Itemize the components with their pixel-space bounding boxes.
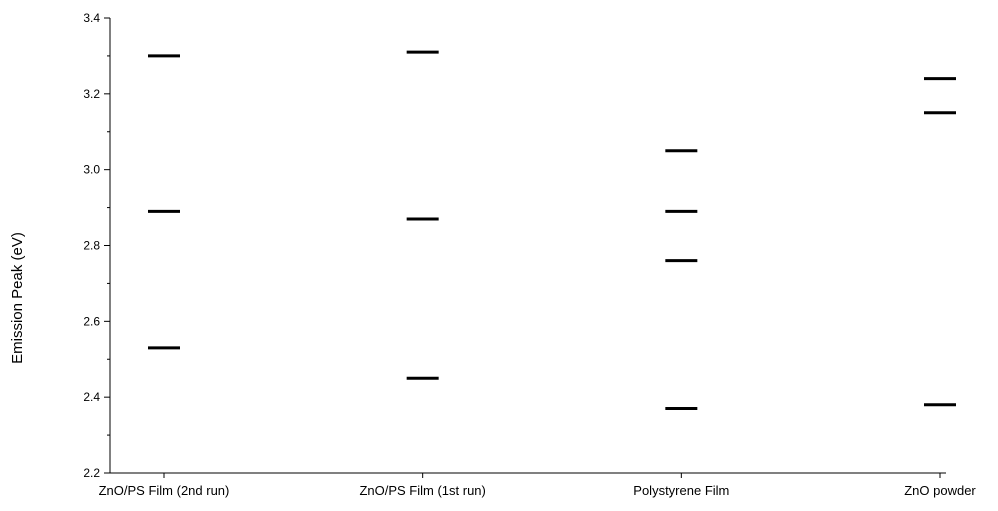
y-tick-label: 3.0 [83, 163, 100, 177]
y-tick-label: 2.2 [83, 466, 100, 480]
data-marks [148, 50, 956, 411]
y-axis-label: Emission Peak (eV) [9, 232, 26, 364]
y-tick-label: 3.4 [83, 11, 100, 25]
y-tick-label: 2.6 [83, 314, 100, 328]
y-tick-label: 3.2 [83, 87, 100, 101]
category-labels: ZnO/PS Film (2nd run) ZnO/PS Film (1st ru… [99, 483, 977, 498]
x-category-label: Polystyrene Film [633, 483, 729, 498]
x-category-label: ZnO powder [904, 483, 976, 498]
axes [109, 18, 946, 474]
y-tick-label: 2.4 [83, 390, 100, 404]
y-ticks: 2.2 2.4 2.6 2.8 3.0 3.2 3.4 [83, 11, 941, 480]
x-category-label: ZnO/PS Film (1st run) [359, 483, 485, 498]
x-category-label: ZnO/PS Film (2nd run) [99, 483, 230, 498]
y-tick-label: 2.8 [83, 239, 100, 253]
